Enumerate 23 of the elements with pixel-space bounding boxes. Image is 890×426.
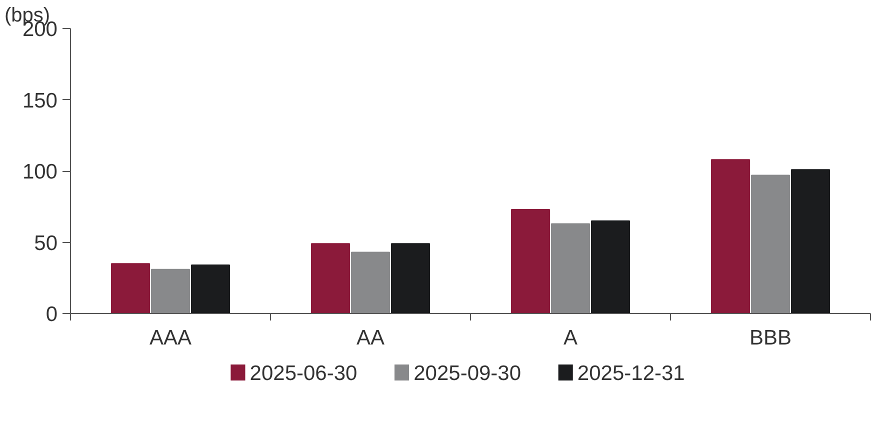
legend-label: 2025-06-30 [250, 362, 358, 385]
legend-label: 2025-09-30 [414, 362, 522, 385]
bar [351, 252, 390, 314]
y-tick-label: 0 [46, 303, 58, 326]
legend-label: 2025-12-31 [577, 362, 685, 385]
bar [791, 169, 830, 314]
x-tick-label: AA [356, 326, 385, 350]
x-tick-label: BBB [749, 326, 792, 350]
bar [151, 268, 190, 314]
bar [191, 264, 230, 314]
bar [511, 208, 550, 314]
y-tick-label: 100 [22, 160, 58, 184]
bar [711, 159, 750, 314]
y-tick-label: 150 [22, 89, 58, 112]
bar [311, 243, 350, 314]
bar [591, 220, 630, 314]
bar [111, 263, 150, 314]
x-tick-label: A [563, 326, 578, 350]
bar [551, 223, 590, 314]
y-tick-label: 50 [34, 232, 58, 255]
bar [391, 243, 430, 314]
x-tick-label: AAA [149, 326, 192, 350]
bar [751, 174, 790, 314]
